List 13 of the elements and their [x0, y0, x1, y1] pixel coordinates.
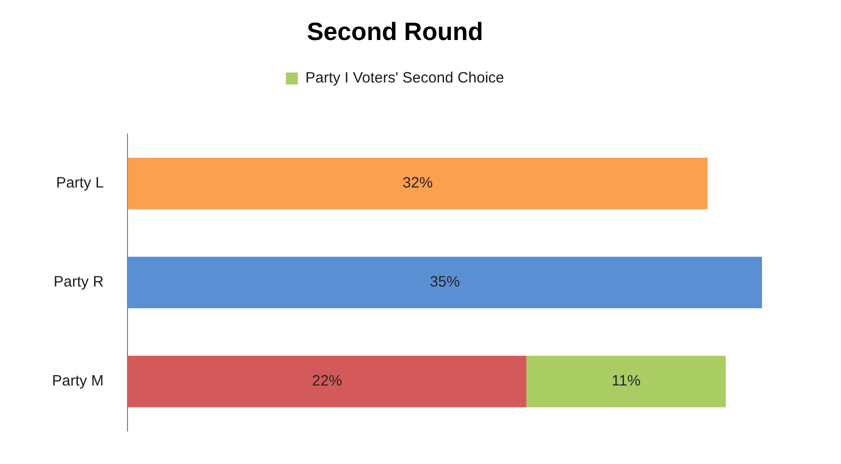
y-tick-label: Party R [54, 274, 104, 291]
y-tick-label: Party L [56, 174, 104, 192]
legend-label: Party I Voters' Second Choice [305, 70, 504, 87]
chart-title: Second Round [306, 18, 484, 46]
data-label: 32% [402, 174, 433, 192]
data-label: 11% [612, 372, 641, 390]
bar [128, 356, 526, 408]
bar [128, 256, 762, 308]
bar [128, 158, 708, 210]
data-label: 22% [312, 372, 342, 390]
bar [526, 356, 726, 408]
y-tick-label: Party M [52, 372, 104, 390]
data-label: 35% [430, 274, 460, 291]
